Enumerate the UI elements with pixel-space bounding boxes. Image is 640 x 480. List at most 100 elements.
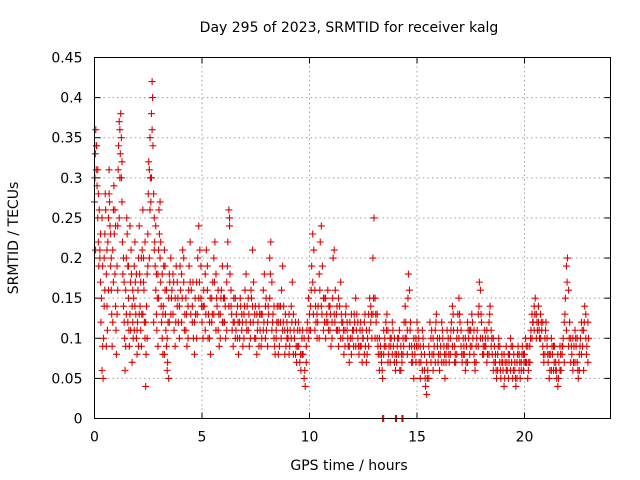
data-point bbox=[116, 174, 124, 182]
data-point bbox=[238, 318, 246, 326]
data-point bbox=[152, 270, 160, 278]
data-point bbox=[548, 342, 556, 350]
data-point bbox=[198, 318, 206, 326]
data-point bbox=[475, 278, 483, 286]
data-point bbox=[484, 350, 492, 358]
data-point bbox=[130, 294, 138, 302]
data-point bbox=[580, 318, 588, 326]
data-point bbox=[535, 326, 543, 334]
data-point bbox=[180, 326, 188, 334]
data-point bbox=[150, 318, 158, 326]
data-point bbox=[269, 310, 277, 318]
data-point bbox=[99, 262, 107, 270]
data-point bbox=[494, 342, 502, 350]
data-point bbox=[375, 334, 383, 342]
data-point bbox=[445, 350, 453, 358]
data-point bbox=[121, 366, 129, 374]
y-tick-label: 0.3 bbox=[60, 171, 82, 187]
data-point bbox=[428, 326, 436, 334]
data-point bbox=[370, 214, 378, 222]
data-point bbox=[382, 326, 390, 334]
data-point bbox=[287, 334, 295, 342]
data-point bbox=[153, 326, 161, 334]
data-point bbox=[268, 326, 276, 334]
data-point bbox=[464, 326, 472, 334]
data-point bbox=[91, 150, 99, 158]
data-point bbox=[554, 382, 562, 390]
data-point bbox=[188, 302, 196, 310]
data-point bbox=[151, 238, 159, 246]
data-point bbox=[432, 310, 440, 318]
data-point bbox=[309, 230, 317, 238]
data-point bbox=[436, 334, 444, 342]
data-point bbox=[287, 302, 295, 310]
data-point bbox=[161, 262, 169, 270]
data-point bbox=[581, 302, 589, 310]
data-point bbox=[329, 294, 337, 302]
data-point bbox=[455, 294, 463, 302]
data-point bbox=[99, 374, 107, 382]
data-point bbox=[317, 222, 325, 230]
data-point bbox=[565, 286, 573, 294]
data-point bbox=[253, 326, 261, 334]
data-point bbox=[288, 318, 296, 326]
data-point bbox=[329, 254, 337, 262]
data-point bbox=[239, 342, 247, 350]
data-point bbox=[537, 334, 545, 342]
data-point bbox=[566, 318, 574, 326]
data-point bbox=[258, 334, 266, 342]
data-point bbox=[345, 342, 353, 350]
data-point bbox=[545, 374, 553, 382]
data-point bbox=[453, 326, 461, 334]
data-point bbox=[271, 342, 279, 350]
data-point bbox=[350, 310, 358, 318]
data-point bbox=[100, 302, 108, 310]
data-point bbox=[154, 342, 162, 350]
data-point bbox=[260, 270, 268, 278]
data-point bbox=[429, 366, 437, 374]
data-point bbox=[451, 350, 459, 358]
data-point bbox=[178, 294, 186, 302]
data-point bbox=[419, 334, 427, 342]
data-point bbox=[342, 310, 350, 318]
data-point bbox=[198, 302, 206, 310]
data-point bbox=[449, 310, 457, 318]
data-point bbox=[352, 326, 360, 334]
data-point bbox=[289, 350, 297, 358]
data-point bbox=[327, 310, 335, 318]
data-point bbox=[302, 358, 310, 366]
data-point bbox=[119, 270, 127, 278]
data-point bbox=[253, 350, 261, 358]
data-point bbox=[102, 342, 110, 350]
data-point bbox=[180, 254, 188, 262]
data-point bbox=[512, 382, 520, 390]
data-point bbox=[157, 278, 165, 286]
data-point bbox=[92, 142, 100, 150]
data-point bbox=[376, 350, 384, 358]
data-point bbox=[146, 134, 154, 142]
data-point bbox=[215, 310, 223, 318]
data-point bbox=[564, 254, 571, 262]
data-point bbox=[363, 350, 371, 358]
data-point bbox=[348, 334, 356, 342]
data-point bbox=[191, 294, 199, 302]
data-point bbox=[113, 262, 121, 270]
data-point bbox=[232, 326, 240, 334]
x-axis-ticks: 0 5 10 15 20 bbox=[90, 57, 533, 446]
data-point bbox=[97, 278, 105, 286]
data-point bbox=[568, 350, 576, 358]
data-point bbox=[145, 158, 153, 166]
data-point bbox=[216, 334, 224, 342]
data-point bbox=[223, 262, 231, 270]
data-point bbox=[414, 326, 422, 334]
data-point bbox=[565, 334, 573, 342]
data-point bbox=[145, 166, 153, 174]
data-point bbox=[112, 222, 120, 230]
data-point bbox=[242, 270, 250, 278]
data-point bbox=[527, 334, 535, 342]
data-point bbox=[97, 230, 105, 238]
data-point bbox=[585, 334, 593, 342]
data-point bbox=[314, 318, 322, 326]
data-point bbox=[455, 334, 463, 342]
data-point bbox=[487, 342, 495, 350]
